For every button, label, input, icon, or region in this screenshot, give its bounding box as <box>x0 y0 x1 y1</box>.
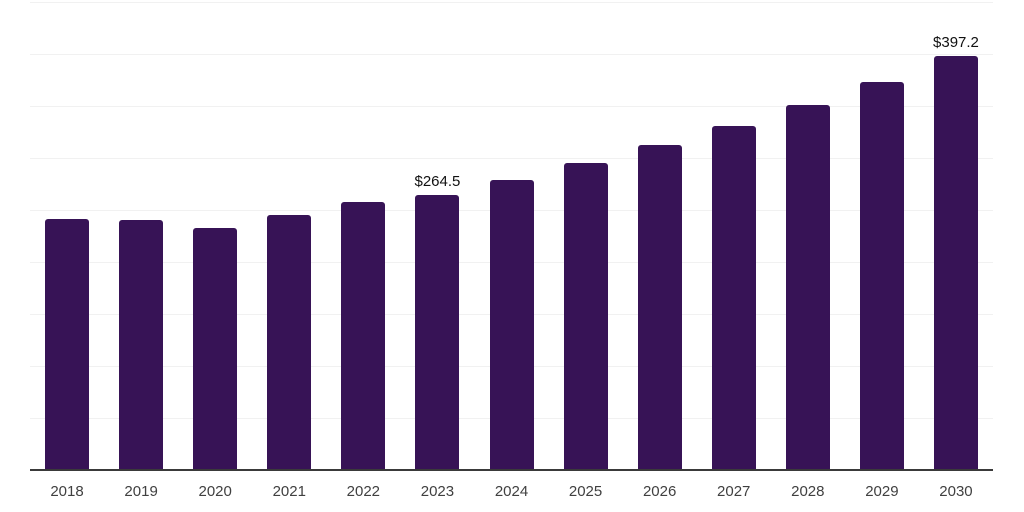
gridline <box>30 53 993 55</box>
bar-value-label-2023: $264.5 <box>414 172 461 190</box>
bar-2028[interactable] <box>785 105 830 470</box>
x-tick-label-2018: 2018 <box>50 483 84 500</box>
bar-2023[interactable] <box>415 194 460 470</box>
x-tick-label-2023: 2023 <box>420 483 455 500</box>
bar-2022[interactable] <box>341 202 386 470</box>
gridline <box>30 105 993 107</box>
bar-2019[interactable] <box>119 220 164 470</box>
bar-2025[interactable] <box>563 162 608 470</box>
x-tick-label-2022: 2022 <box>346 483 381 500</box>
bar-2018[interactable] <box>45 219 90 470</box>
x-tick-label-2027: 2027 <box>717 483 751 500</box>
bar-2021[interactable] <box>267 214 312 470</box>
x-tick-label-2024: 2024 <box>494 483 529 500</box>
plot-area: $264.5 $397.2 <box>30 0 993 471</box>
x-axis-line <box>30 469 993 471</box>
x-tick-label-2020: 2020 <box>198 483 232 500</box>
gridline <box>30 1 993 3</box>
x-tick-label-2028: 2028 <box>791 483 825 500</box>
x-tick-label-2025: 2025 <box>568 483 603 500</box>
bar-2027[interactable] <box>711 125 756 470</box>
bar-2024[interactable] <box>489 180 534 470</box>
x-tick-label-2026: 2026 <box>642 483 677 500</box>
bar-2026[interactable] <box>637 145 682 470</box>
x-tick-label-2021: 2021 <box>272 483 306 500</box>
bar-2020[interactable] <box>193 228 238 470</box>
gridline <box>30 157 993 159</box>
x-tick-label-2029: 2029 <box>865 483 899 500</box>
bar-2029[interactable] <box>859 82 904 470</box>
x-tick-label-2019: 2019 <box>124 483 158 500</box>
x-tick-label-2030: 2030 <box>939 483 973 500</box>
bar-2030[interactable] <box>933 56 978 470</box>
bar-value-label-2030: $397.2 <box>933 34 979 52</box>
